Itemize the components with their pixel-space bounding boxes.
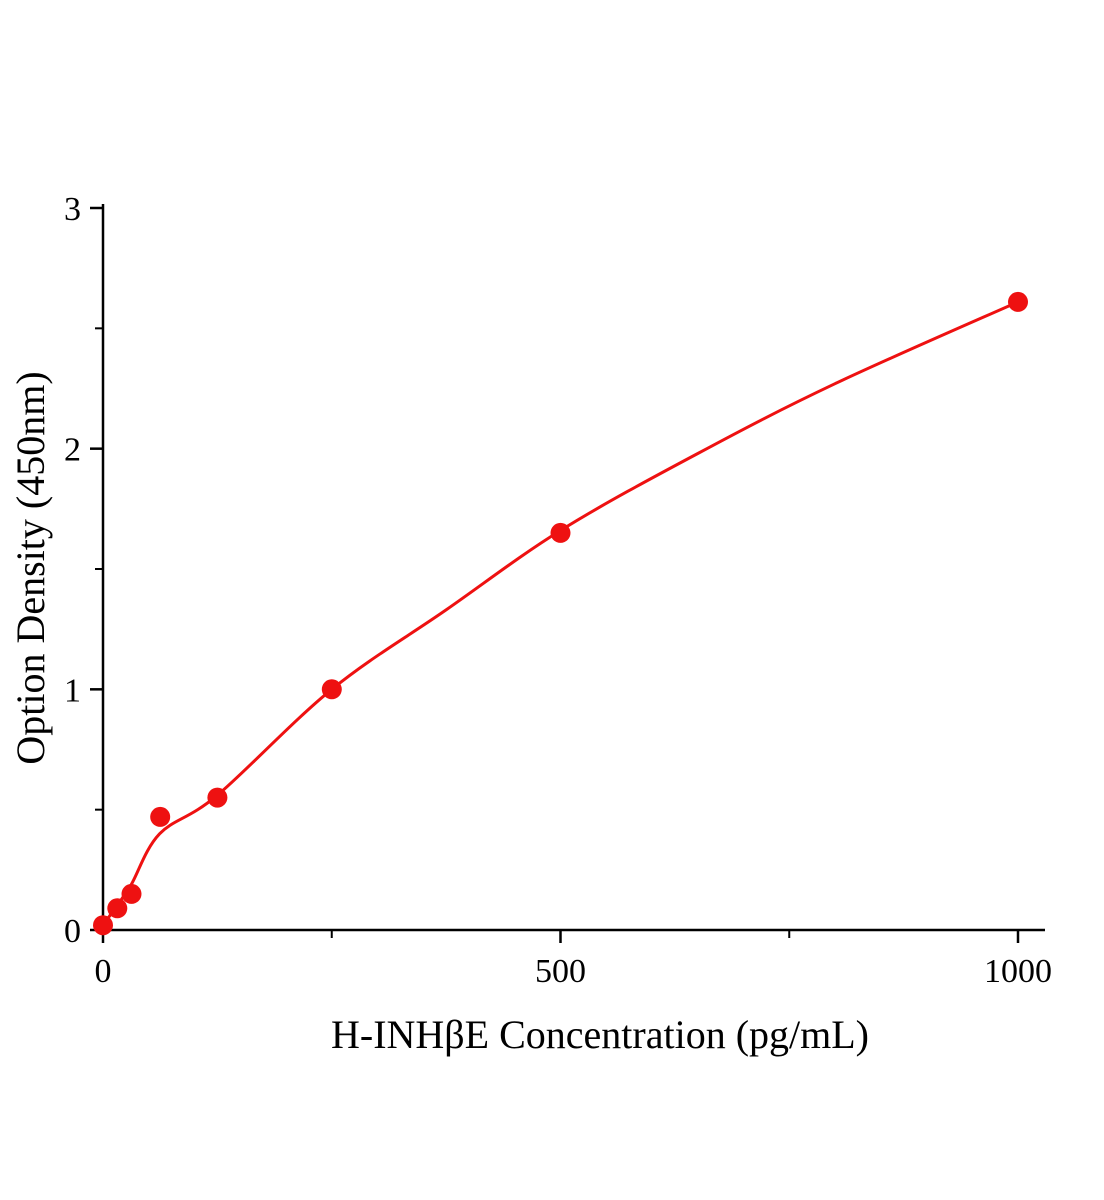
data-point xyxy=(107,898,128,919)
data-point xyxy=(1008,291,1028,312)
data-point xyxy=(550,522,571,543)
x-tick-label: 1000 xyxy=(984,953,1052,990)
data-point xyxy=(207,787,228,808)
plot-layer xyxy=(93,291,1028,936)
fit-curve xyxy=(101,300,1020,927)
data-points xyxy=(93,291,1028,936)
x-tick-label: 500 xyxy=(535,953,586,990)
y-axis-title: Option Density (450nm) xyxy=(8,371,53,764)
data-point xyxy=(93,915,113,936)
y-tick-label: 0 xyxy=(64,913,81,950)
x-tick-label: 0 xyxy=(95,953,112,990)
x-axis-title: H-INHβE Concentration (pg/mL) xyxy=(331,1012,869,1057)
data-point xyxy=(121,883,142,904)
y-tick-label: 1 xyxy=(64,672,81,709)
y-tick-label: 3 xyxy=(64,191,81,228)
data-point xyxy=(321,679,342,700)
data-point xyxy=(150,806,171,827)
axes-layer: 0 500 1000 0 1 2 3 xyxy=(64,191,1052,990)
y-tick-label: 2 xyxy=(64,432,81,469)
